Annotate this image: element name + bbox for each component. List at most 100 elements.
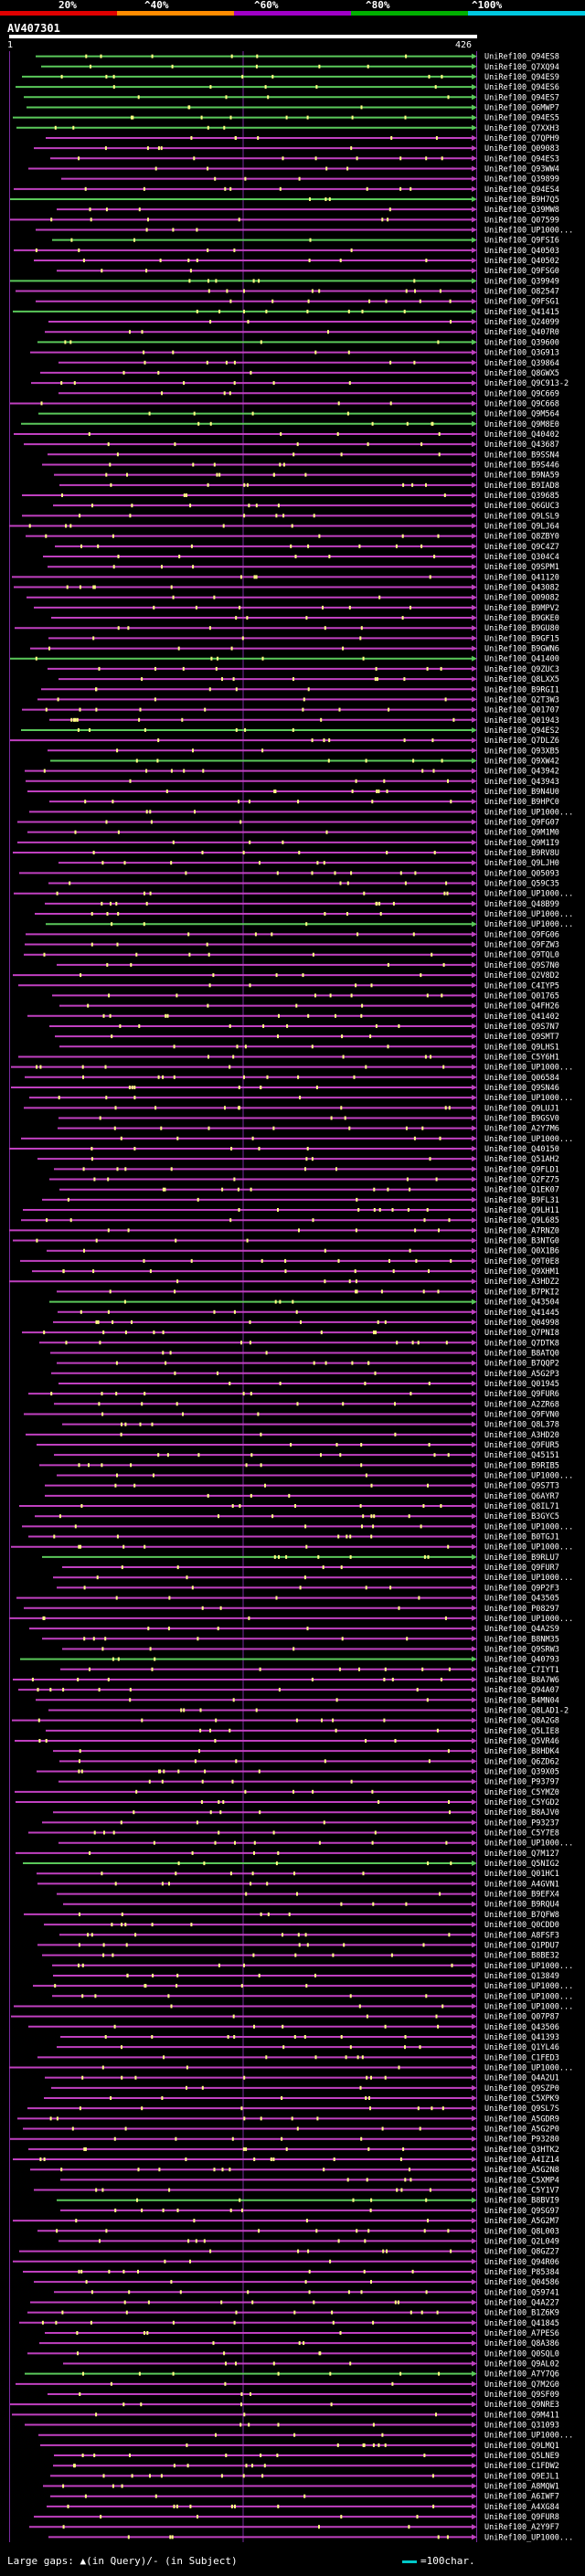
- hit-label[interactable]: UniRef100_Q5NIG2: [484, 1860, 559, 1869]
- hit-row[interactable]: UniRef100_UP1000...: [14, 2002, 573, 2011]
- hit-label[interactable]: UniRef100_Q39MW8: [484, 206, 559, 215]
- hit-row[interactable]: UniRef100_B9HPC0: [49, 798, 559, 807]
- hit-row[interactable]: UniRef100_Q5NIG2: [23, 1860, 559, 1869]
- hit-label[interactable]: UniRef100_Q43942: [484, 768, 559, 777]
- hit-label[interactable]: UniRef100_B9RV8U: [484, 849, 559, 858]
- hit-row[interactable]: UniRef100_B4MN04: [36, 1696, 559, 1705]
- hit-row[interactable]: UniRef100_A5G2M7: [13, 2217, 559, 2226]
- hit-label[interactable]: UniRef100_Q9LH11: [484, 1206, 559, 1215]
- hit-label[interactable]: UniRef100_Q01HC1: [484, 1870, 559, 1879]
- hit-label[interactable]: UniRef100_Q9FUR5: [484, 1441, 559, 1450]
- hit-label[interactable]: UniRef100_Q2T3W3: [484, 695, 559, 705]
- hit-row[interactable]: UniRef100_Q39600: [37, 338, 559, 347]
- hit-label[interactable]: UniRef100_Q9M411: [484, 2411, 559, 2420]
- hit-label[interactable]: UniRef100_Q9LJ64: [484, 523, 559, 532]
- hit-label[interactable]: UniRef100_Q9EJL1: [484, 2472, 559, 2481]
- hit-label[interactable]: UniRef100_B9FL31: [484, 1196, 559, 1205]
- hit-label[interactable]: UniRef100_Q9XHM1: [484, 1267, 559, 1277]
- hit-row[interactable]: UniRef100_Q40503: [14, 247, 559, 256]
- hit-row[interactable]: UniRef100_B8AJV0: [53, 1808, 559, 1818]
- hit-label[interactable]: UniRef100_Q94R06: [484, 2258, 559, 2267]
- hit-label[interactable]: UniRef100_A5G2P3: [484, 1370, 559, 1379]
- hit-label[interactable]: UniRef100_P93237: [484, 1818, 559, 1828]
- hit-label[interactable]: UniRef100_Q41845: [484, 2319, 559, 2328]
- hit-label[interactable]: UniRef100_Q40503: [484, 247, 559, 256]
- hit-row[interactable]: UniRef100_Q9C913-2: [31, 379, 569, 388]
- hit-row[interactable]: UniRef100_Q9M1M0: [27, 829, 559, 838]
- hit-row[interactable]: UniRef100_A5GDR9: [17, 2115, 559, 2124]
- hit-label[interactable]: UniRef100_Q7DLZ6: [484, 737, 559, 746]
- hit-row[interactable]: UniRef100_Q7DLZ6: [10, 737, 559, 746]
- hit-label[interactable]: UniRef100_Q45151: [484, 1451, 559, 1460]
- hit-row[interactable]: UniRef100_B8HDK4: [53, 1747, 559, 1756]
- hit-label[interactable]: UniRef100_Q39949: [484, 277, 559, 286]
- hit-label[interactable]: UniRef100_P93280: [484, 2136, 559, 2145]
- hit-label[interactable]: UniRef100_Q9SL7S: [484, 2104, 559, 2114]
- hit-row[interactable]: UniRef100_Q43082: [14, 584, 559, 593]
- hit-label[interactable]: UniRef100_Q8GWX5: [484, 369, 559, 378]
- hit-row[interactable]: UniRef100_UP1000...: [46, 920, 573, 929]
- hit-row[interactable]: UniRef100_Q40402: [14, 430, 559, 440]
- hit-label[interactable]: UniRef100_B3NTG0: [484, 1237, 559, 1246]
- hit-row[interactable]: UniRef100_A5G2N8: [30, 2166, 559, 2175]
- hit-label[interactable]: UniRef100_B4MN04: [484, 1696, 559, 1705]
- hit-row[interactable]: UniRef100_B9RV8U: [13, 849, 559, 858]
- hit-row[interactable]: UniRef100_Q9M1I9: [17, 839, 559, 848]
- hit-label[interactable]: UniRef100_Q2FZ75: [484, 1176, 559, 1185]
- hit-label[interactable]: UniRef100_C1FED3: [484, 2053, 559, 2062]
- hit-row[interactable]: UniRef100_Q41445: [58, 1309, 559, 1318]
- hit-row[interactable]: UniRef100_Q59C35: [48, 880, 559, 889]
- hit-row[interactable]: UniRef100_UP1000...: [22, 1522, 573, 1532]
- hit-label[interactable]: UniRef100_Q05093: [484, 869, 559, 878]
- hit-row[interactable]: UniRef100_Q40502: [34, 257, 559, 266]
- hit-label[interactable]: UniRef100_Q9SG97: [484, 2207, 559, 2216]
- hit-label[interactable]: UniRef100_Q9AL02: [484, 2359, 559, 2369]
- hit-row[interactable]: UniRef100_Q8ZBY0: [26, 533, 559, 542]
- hit-row[interactable]: UniRef100_Q94R06: [13, 2258, 559, 2267]
- hit-row[interactable]: UniRef100_B8A7W6: [13, 1676, 559, 1685]
- hit-row[interactable]: UniRef100_Q9SMT7: [55, 1033, 559, 1042]
- hit-label[interactable]: UniRef100_Q7M127: [484, 1850, 559, 1859]
- hit-row[interactable]: UniRef100_A7Y7Q6: [25, 2370, 559, 2380]
- hit-row[interactable]: UniRef100_UP1000...: [29, 808, 573, 817]
- hit-label[interactable]: UniRef100_Q41445: [484, 1309, 559, 1318]
- hit-row[interactable]: UniRef100_Q41120: [12, 573, 559, 582]
- hit-row[interactable]: UniRef100_Q40793: [20, 1656, 559, 1665]
- hit-row[interactable]: UniRef100_Q7PNI8: [22, 1329, 559, 1338]
- hit-row[interactable]: UniRef100_Q9S7N7: [49, 1023, 559, 1032]
- hit-row[interactable]: UniRef100_Q1EK07: [59, 1186, 559, 1195]
- hit-label[interactable]: UniRef100_Q9FSG0: [484, 267, 559, 276]
- hit-label[interactable]: UniRef100_C5Y1V7: [484, 2187, 559, 2196]
- hit-label[interactable]: UniRef100_Q01707: [484, 706, 559, 716]
- hit-label[interactable]: UniRef100_UP1000...: [484, 2063, 573, 2072]
- hit-row[interactable]: UniRef100_Q40150: [9, 1145, 559, 1154]
- hit-row[interactable]: UniRef100_UP1000...: [57, 1472, 573, 1481]
- hit-row[interactable]: UniRef100_Q43506: [28, 2023, 559, 2032]
- hit-label[interactable]: UniRef100_Q9FG06: [484, 930, 559, 939]
- hit-row[interactable]: UniRef100_Q05093: [19, 869, 559, 878]
- hit-row[interactable]: UniRef100_B3GYC5: [35, 1512, 559, 1521]
- hit-label[interactable]: UniRef100_C5Y7E8: [484, 1829, 559, 1839]
- hit-label[interactable]: UniRef100_Q7DTK8: [484, 1339, 559, 1348]
- hit-label[interactable]: UniRef100_Q09083: [484, 144, 559, 154]
- hit-row[interactable]: UniRef100_Q9FG06: [26, 930, 559, 939]
- hit-row[interactable]: UniRef100_Q04586: [34, 2278, 559, 2287]
- hit-label[interactable]: UniRef100_Q6MWP7: [484, 103, 559, 112]
- hit-label[interactable]: UniRef100_Q31093: [484, 2422, 559, 2431]
- hit-row[interactable]: UniRef100_Q7M127: [16, 1850, 559, 1859]
- hit-row[interactable]: UniRef100_Q39MW8: [57, 206, 559, 215]
- hit-row[interactable]: UniRef100_C5XPK9: [44, 2094, 559, 2104]
- hit-row[interactable]: UniRef100_C4IYP5: [18, 981, 559, 991]
- hit-label[interactable]: UniRef100_Q9P2F3: [484, 1584, 559, 1593]
- hit-row[interactable]: UniRef100_Q01HC1: [37, 1870, 559, 1879]
- hit-label[interactable]: UniRef100_Q9LHS1: [484, 1043, 559, 1052]
- hit-label[interactable]: UniRef100_Q9L685: [484, 1216, 559, 1225]
- hit-row[interactable]: UniRef100_UP1000...: [29, 1094, 573, 1103]
- hit-row[interactable]: UniRef100_B7QQP2: [57, 1360, 559, 1369]
- hit-label[interactable]: UniRef100_Q39X05: [484, 1768, 559, 1777]
- hit-row[interactable]: UniRef100_B3NTG0: [13, 1237, 559, 1246]
- hit-label[interactable]: UniRef100_A4GVN1: [484, 1880, 559, 1889]
- hit-label[interactable]: UniRef100_Q9M564: [484, 410, 559, 419]
- hit-row[interactable]: UniRef100_Q9NRE3: [10, 2401, 559, 2410]
- hit-label[interactable]: UniRef100_Q9TQL0: [484, 951, 559, 960]
